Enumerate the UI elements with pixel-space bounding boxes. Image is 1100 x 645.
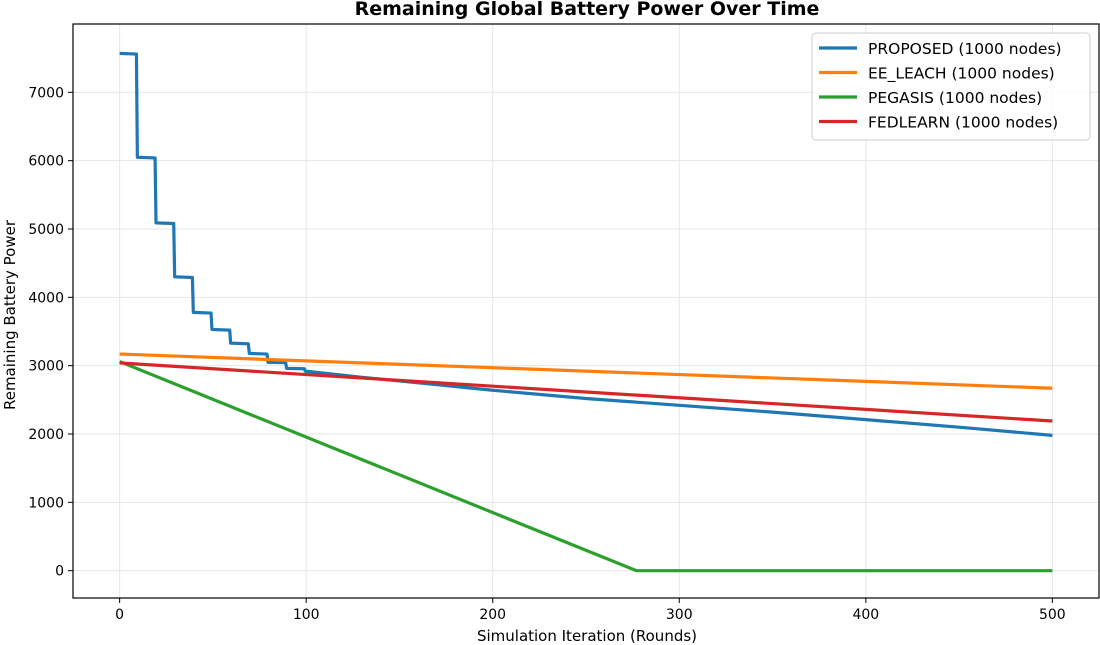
legend-label: PEGASIS (1000 nodes): [868, 89, 1042, 107]
series-group: [119, 51, 1053, 573]
y-tick-label: 7000: [28, 85, 64, 101]
y-tick-label: 0: [55, 564, 64, 580]
y-axis-label: Remaining Battery Power: [1, 219, 19, 410]
plot-frame: [72, 23, 1100, 599]
legend-box: [811, 32, 1091, 141]
series-line-pegasis: [119, 360, 1053, 573]
y-tick-label: 3000: [28, 359, 64, 375]
legend: PROPOSED (1000 nodes) EE_LEACH (1000 node…: [811, 32, 1091, 141]
series-line-proposed: [119, 51, 1053, 437]
x-tick-label: 0: [115, 607, 124, 623]
axis-ticks: 0 100 200 300 400 500010002000300040005000600…: [28, 85, 1065, 623]
x-tick-label: 300: [666, 607, 693, 623]
legend-label: EE_LEACH (1000 nodes): [868, 65, 1055, 84]
x-tick-label: 400: [852, 607, 879, 623]
x-tick-label: 200: [479, 607, 506, 623]
x-tick-label: 100: [293, 607, 320, 623]
y-tick-label: 1000: [28, 495, 64, 511]
series-line-fedlearn: [119, 361, 1053, 423]
series-line-ee_leach: [119, 352, 1053, 390]
chart-title: Remaining Global Battery Power Over Time: [355, 0, 820, 20]
legend-label: PROPOSED (1000 nodes): [868, 40, 1062, 58]
y-tick-label: 5000: [28, 222, 64, 238]
x-axis-label: Simulation Iteration (Rounds): [477, 627, 697, 645]
legend-label: FEDLEARN (1000 nodes): [868, 114, 1058, 132]
y-tick-label: 4000: [28, 290, 64, 306]
x-tick-label: 500: [1039, 607, 1066, 623]
y-tick-label: 2000: [28, 427, 64, 443]
y-tick-label: 6000: [28, 154, 64, 170]
